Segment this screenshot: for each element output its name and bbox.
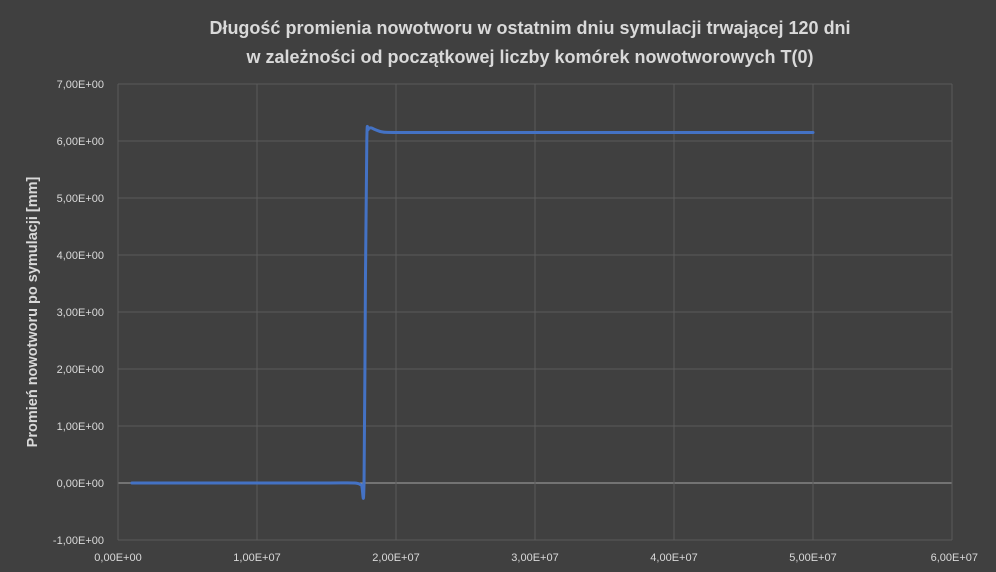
y-tick-label: 2,00E+00 [57,364,104,376]
x-tick-label: 5,00E+07 [789,552,836,564]
y-tick-label: -1,00E+00 [53,535,104,547]
gridlines [117,83,953,541]
series-group [130,124,815,500]
y-tick-label: 6,00E+00 [57,136,104,148]
y-tick-label: 3,00E+00 [57,307,104,319]
y-tick-label: 0,00E+00 [57,478,104,490]
y-axis-tick-labels: -1,00E+00 0,00E+00 1,00E+00 2,00E+00 3,00E+0… [53,79,104,547]
y-tick-label: 1,00E+00 [57,421,104,433]
y-tick-label: 7,00E+00 [57,79,104,91]
x-tick-label: 0,00E+00 [94,552,141,564]
series-line [130,124,815,500]
y-tick-label: 4,00E+00 [57,250,104,262]
x-tick-label: 4,00E+07 [650,552,697,564]
y-axis-title: Promień nowotworu po symulacji [mm] [25,176,41,447]
x-tick-label: 2,00E+07 [372,552,419,564]
chart-title-line-2: w zależności od początkowej liczby komór… [245,47,813,67]
x-axis-tick-labels: 0,00E+00 1,00E+07 2,00E+07 3,00E+07 4,00E+07… [94,552,978,564]
chart-title-line-1: Długość promienia nowotworu w ostatnim d… [209,18,850,38]
x-tick-label: 3,00E+07 [511,552,558,564]
x-tick-label: 6,00E+07 [931,552,978,564]
x-tick-label: 1,00E+07 [233,552,280,564]
y-tick-label: 5,00E+00 [57,193,104,205]
